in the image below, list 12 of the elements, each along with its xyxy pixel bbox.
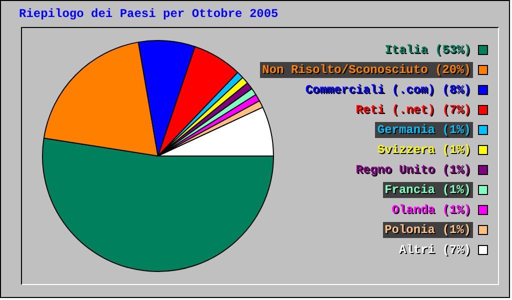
legend-label: Italia (53%) (384, 42, 472, 58)
legend-label: Olanda (1%) (390, 202, 472, 218)
legend-label: Francia (1%) (382, 182, 473, 198)
legend-label: Svizzera (1%) (376, 142, 472, 158)
legend-label: Polonia (1%) (382, 222, 473, 238)
legend-label: Germania (1%) (375, 122, 473, 138)
legend-label: Reti (.net) (7%) (354, 102, 472, 118)
chart-title: Riepilogo dei Paesi per Ottobre 2005 (19, 7, 278, 21)
legend-label: Commerciali (.com) (8%) (304, 82, 472, 98)
legend-label: Altri (7%) (398, 242, 472, 258)
legend-label: Regno Unito (1%) (354, 162, 472, 178)
legend-label: Non Risolto/Sconosciuto (20%) (260, 62, 473, 78)
